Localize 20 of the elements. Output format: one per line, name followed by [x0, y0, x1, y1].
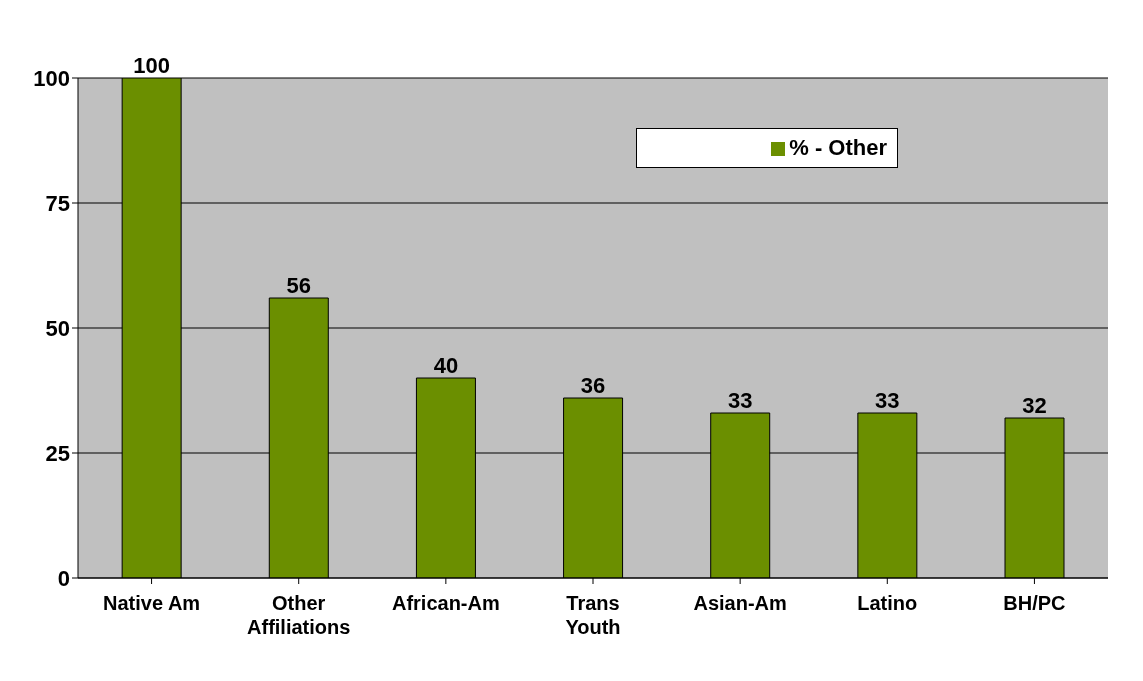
- x-tick-label: Asian-Am: [693, 592, 787, 614]
- x-tick-label: Other Affiliations: [247, 592, 351, 638]
- data-label: 100: [133, 53, 170, 78]
- data-label: 40: [433, 353, 459, 378]
- y-tick-label: 0: [57, 565, 70, 591]
- x-tick-label: Native Am: [103, 592, 201, 614]
- data-label: 33: [875, 388, 900, 413]
- y-tick-label: 100: [33, 65, 70, 91]
- data-label: 33: [727, 388, 753, 413]
- x-tick-label: African-Am: [391, 592, 500, 614]
- x-tick-label: BH/PC: [1003, 592, 1066, 614]
- x-tick-label: Latino: [857, 592, 918, 614]
- data-label: 32: [1022, 393, 1047, 418]
- legend-label: % - Other: [789, 135, 887, 160]
- y-tick-label: 75: [45, 190, 70, 216]
- data-label: 56: [286, 273, 312, 298]
- y-tick-label: 50: [45, 315, 70, 341]
- x-tick-label: Trans Youth: [565, 592, 621, 638]
- data-label: 36: [580, 373, 606, 398]
- y-tick-label: 25: [45, 440, 70, 466]
